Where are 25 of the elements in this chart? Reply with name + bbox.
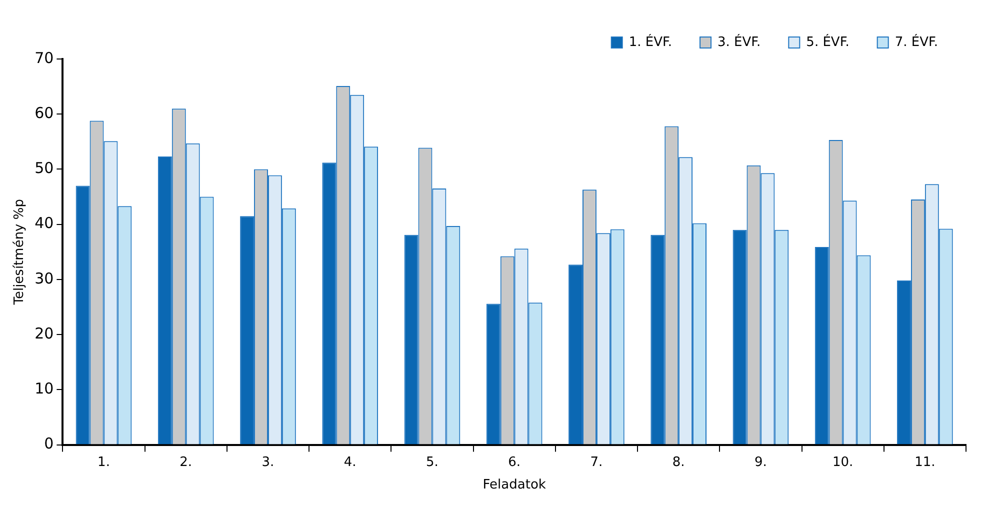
legend-label: 7. ÉVF. [894, 32, 938, 50]
y-tick-label: 60 [34, 104, 54, 122]
y-tick-label: 50 [34, 159, 54, 178]
x-tick-label: 1. [98, 454, 110, 470]
y-tick-label: 40 [34, 214, 54, 232]
x-tick-label: 4. [344, 454, 356, 470]
legend-label: 5. ÉVF. [806, 32, 850, 50]
y-tick-label: 70 [34, 48, 54, 67]
x-tick-label: 7. [590, 454, 603, 470]
x-tick-label: 9. [754, 454, 767, 470]
x-tick-label: 11. [914, 454, 936, 470]
y-tick-label: 10 [34, 380, 54, 398]
x-tick-label: 2. [180, 454, 192, 470]
x-tick-label: 5. [426, 454, 438, 470]
legend-label: 1. ÉVF. [628, 32, 672, 50]
y-tick-label: 20 [34, 324, 54, 342]
x-axis-title: Feladatok [482, 478, 546, 493]
x-tick-label: 3. [262, 454, 274, 470]
x-tick-label: 6. [508, 454, 521, 470]
x-tick-label: 10. [832, 454, 854, 470]
y-tick-label: 30 [34, 269, 54, 288]
y-tick-label: 0 [44, 434, 54, 453]
legend-label: 3. ÉVF. [718, 32, 761, 50]
x-tick-label: 8. [672, 454, 685, 470]
y-axis-title: Teljesítmény %p [12, 199, 28, 306]
